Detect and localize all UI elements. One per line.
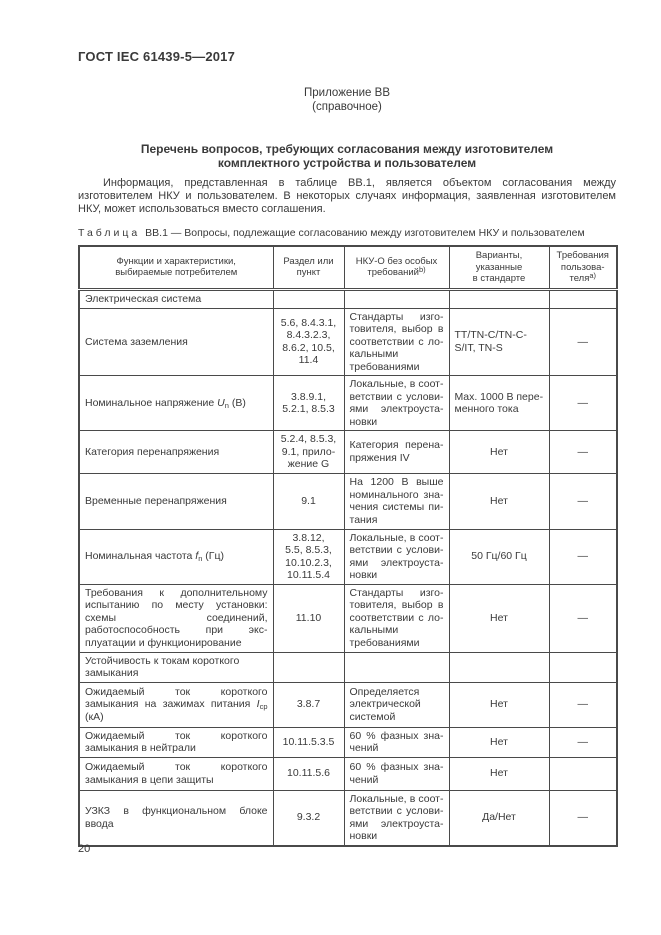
section-heading-line2: комплектного устройства и пользователем bbox=[217, 156, 477, 170]
cell-default-assembly: Локальные, в соот­ветствии с услови­ями … bbox=[343, 789, 450, 846]
cell-function: Электрическая система bbox=[78, 288, 274, 309]
cell-function: Устойчивость к токам короткого замы­кани… bbox=[78, 651, 274, 683]
cell-user-requirements bbox=[548, 288, 618, 309]
table-row: Требования к дополнительному испы­танию … bbox=[78, 583, 618, 653]
table-row: УЗКЗ в функциональном блоке ввода 9.3.2 Ло… bbox=[78, 789, 618, 846]
annex-block: Приложение ВВ (справочное) bbox=[78, 87, 616, 114]
cell-standard-options: 50 Гц/60 Гц bbox=[448, 528, 550, 585]
section-heading: Перечень вопросов, требующих согласовани… bbox=[78, 142, 616, 170]
table-caption-label: Таблица bbox=[78, 227, 141, 239]
page-number: 20 bbox=[78, 843, 91, 855]
cell-function: Номинальное напряжение Un (В) bbox=[78, 375, 274, 431]
cell-user-requirements: — bbox=[548, 307, 618, 376]
table-caption: Таблица ВВ.1 — Вопросы, подлежащие соглас… bbox=[78, 227, 616, 239]
annex-label: Приложение ВВ bbox=[304, 87, 390, 99]
cell-standard-options: Нет bbox=[448, 430, 550, 474]
table-caption-text: ВВ.1 — Вопросы, подлежащие согласованию … bbox=[145, 227, 585, 239]
cell-function: Категория перенапряжения bbox=[78, 430, 274, 474]
cell-function: Ожидаемый ток короткого замыкания в нейт… bbox=[78, 726, 274, 758]
cell-user-requirements: — bbox=[548, 681, 618, 728]
document-code: ГОСТ IEC 61439-5—2017 bbox=[78, 49, 236, 64]
cell-user-requirements: — bbox=[548, 528, 618, 585]
cell-clause: 10.11.5.6 bbox=[272, 756, 345, 791]
cell-default-assembly: Локальные, в соот­ветствии с услови­ями … bbox=[343, 528, 450, 585]
cell-user-requirements bbox=[548, 756, 618, 791]
cell-clause: 5.6, 8.4.3.1, 8.4.3.2.3, 8.6.2, 10.5, 11.4 bbox=[272, 307, 345, 376]
column-header-3: НКУ-О без особых требованийb) bbox=[343, 245, 450, 291]
cell-function: Система заземления bbox=[78, 307, 274, 376]
cell-standard-options: Max. 1000 В пере­менного тока bbox=[448, 375, 550, 431]
cell-user-requirements: — bbox=[548, 472, 618, 530]
cell-function: Ожидаемый ток короткого замыкания в цепи… bbox=[78, 756, 274, 791]
cell-function: Временные перенапряжения bbox=[78, 472, 274, 530]
cell-clause: 10.11.5.3.5 bbox=[272, 726, 345, 758]
section-heading-line1: Перечень вопросов, требующих согласовани… bbox=[140, 142, 554, 156]
cell-clause: 5.2.4, 8.5.3, 9.1, прило-жение G bbox=[272, 430, 345, 474]
cell-user-requirements: — bbox=[548, 789, 618, 846]
column-header-4: Варианты, указанные в стандарте bbox=[448, 245, 550, 291]
cell-default-assembly bbox=[343, 288, 450, 309]
annex-type: (справочное) bbox=[312, 100, 382, 113]
cell-default-assembly: Определяется электрической сис­темой bbox=[343, 681, 450, 728]
cell-clause bbox=[272, 651, 345, 683]
cell-user-requirements: — bbox=[548, 726, 618, 758]
section-row: Электрическая система bbox=[78, 288, 618, 309]
table-header-row: Функции и характеристики, выбираемые потр… bbox=[78, 245, 618, 291]
cell-standard-options: Нет bbox=[448, 583, 550, 653]
cell-standard-options: Нет bbox=[448, 726, 550, 758]
cell-user-requirements: — bbox=[548, 375, 618, 431]
cell-function: Требования к дополнительному испы­танию … bbox=[78, 583, 274, 653]
table-row: Временные перенапряжения 9.1 На 1200 В выш… bbox=[78, 472, 618, 530]
table-row: Категория перенапряжения 5.2.4, 8.5.3, 9.1… bbox=[78, 430, 618, 474]
cell-function: Номинальная частота fn (Гц) bbox=[78, 528, 274, 585]
cell-user-requirements: — bbox=[548, 430, 618, 474]
cell-standard-options bbox=[448, 288, 550, 309]
cell-clause: 3.8.7 bbox=[272, 681, 345, 728]
table-row: Ожидаемый ток короткого замыкания на заж… bbox=[78, 681, 618, 728]
table-body: Электрическая система Система заземления 5… bbox=[78, 288, 618, 846]
cell-default-assembly: Категория перена­пряжения IV bbox=[343, 430, 450, 474]
cell-clause: 9.1 bbox=[272, 472, 345, 530]
cell-clause: 3.8.12, 5.5, 8.5.3, 10.10.2.3, 10.11.5.4 bbox=[272, 528, 345, 585]
column-header-5: Требования пользова-теляa) bbox=[548, 245, 618, 291]
cell-function: Ожидаемый ток короткого замыкания на заж… bbox=[78, 681, 274, 728]
table-row: Ожидаемый ток короткого замыкания в нейт… bbox=[78, 726, 618, 758]
cell-user-requirements: — bbox=[548, 583, 618, 653]
column-header-1: Функции и характеристики, выбираемые потр… bbox=[78, 245, 274, 291]
cell-default-assembly: Локальные, в соот­ветствии с услови­ями … bbox=[343, 375, 450, 431]
cell-standard-options: Нет bbox=[448, 756, 550, 791]
cell-standard-options: Нет bbox=[448, 472, 550, 530]
cell-default-assembly: Стандарты изго­товителя, выбор в соответ… bbox=[343, 307, 450, 376]
intro-paragraph: Информация, представленная в таблице ВВ.… bbox=[78, 177, 616, 215]
cell-clause: 9.3.2 bbox=[272, 789, 345, 846]
cell-standard-options: TT/TN-C/TN-C-S/IT, TN-S bbox=[448, 307, 550, 376]
cell-function: УЗКЗ в функциональном блоке ввода bbox=[78, 789, 274, 846]
table-row: Номинальное напряжение Un (В) 3.8.9.1, 5.2… bbox=[78, 375, 618, 431]
table-row: Ожидаемый ток короткого замыкания в цепи… bbox=[78, 756, 618, 791]
table-row: Система заземления 5.6, 8.4.3.1, 8.4.3.2.3… bbox=[78, 307, 618, 376]
cell-clause: 3.8.9.1, 5.2.1, 8.5.3 bbox=[272, 375, 345, 431]
cell-clause: 11.10 bbox=[272, 583, 345, 653]
cell-default-assembly: 60 % фазных зна­чений bbox=[343, 726, 450, 758]
cell-user-requirements bbox=[548, 651, 618, 683]
cell-default-assembly: Стандарты изго­товителя, выбор в соответ… bbox=[343, 583, 450, 653]
cell-default-assembly bbox=[343, 651, 450, 683]
cell-standard-options: Нет bbox=[448, 681, 550, 728]
agreement-table: Функции и характеристики, выбираемые потр… bbox=[78, 245, 618, 847]
cell-default-assembly: 60 % фазных зна­чений bbox=[343, 756, 450, 791]
cell-clause bbox=[272, 288, 345, 309]
table-row: Номинальная частота fn (Гц) 3.8.12, 5.5, 8… bbox=[78, 528, 618, 585]
cell-standard-options: Да/Нет bbox=[448, 789, 550, 846]
cell-default-assembly: На 1200 В выше номинального зна­чения си… bbox=[343, 472, 450, 530]
cell-standard-options bbox=[448, 651, 550, 683]
column-header-2: Раздел или пункт bbox=[272, 245, 345, 291]
section-row: Устойчивость к токам короткого замы­кани… bbox=[78, 651, 618, 683]
